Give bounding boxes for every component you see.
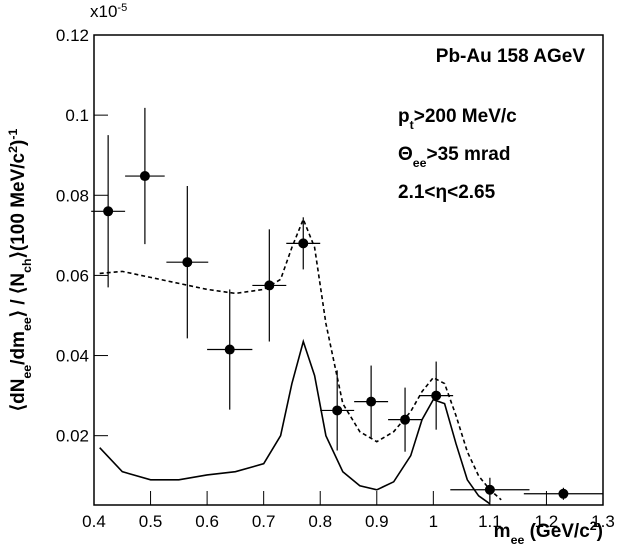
y-axis-label-part: ⟩ / ⟨N [8,273,29,317]
data-point [558,488,569,499]
data-point [182,257,193,268]
model-curve [99,338,491,505]
y-axis-label-part: ee [20,317,34,331]
data-point [431,390,442,401]
y-tick-label: 0.06 [56,266,89,285]
annotation-part: >35 mrad [427,144,511,165]
y-tick-label: 0.08 [56,186,89,205]
data-point [224,344,235,355]
data-point [400,414,411,425]
y-scale-label-part: -5 [117,2,127,14]
x-tick-label: 0.6 [195,512,219,531]
x-axis-label-part: ee [511,533,525,544]
y-axis-label-part: -1 [6,129,20,140]
y-axis-label-part: 2 [6,146,20,153]
annotation-part: Pb-Au 158 AGeV [436,46,586,67]
x-tick-label: 1.1 [478,512,502,531]
x-axis-label-part: ) [597,521,603,542]
y-tick-label: 0.04 [56,347,89,366]
data-point [103,206,114,217]
data-point [264,280,275,291]
x-axis-label-part: (GeV/c [524,521,590,542]
y-axis-label-part: ee [20,365,34,379]
model-curve [99,217,502,501]
x-axis-label-part: m [494,521,511,542]
x-tick-label: 0.7 [252,512,276,531]
y-axis-label-part: ⟨dN [8,379,29,412]
y-scale-label: x10-5 [90,2,127,21]
data-point [298,238,309,249]
x-tick-label: 0.4 [82,512,106,531]
y-axis-label-part: ⟩(100 MeV/c [8,152,29,258]
x-tick-label: 0.8 [308,512,332,531]
annotation: Pb-Au 158 AGeV [436,46,586,67]
y-axis-label: ⟨dNee/dmee⟩ / ⟨Nch⟩(100 MeV/c2)-1 [6,129,34,412]
y-tick-label: 0.12 [56,26,89,45]
y-axis-label-part: /dm [8,331,29,365]
plot-frame [93,34,604,506]
annotation-part: 2.1<η<2.65 [398,182,496,203]
x-tick-label: 0.5 [139,512,163,531]
data-point [484,484,495,495]
y-axis-label-part: ) [8,140,29,146]
y-axis-label-part: ch [20,259,34,273]
annotation-part: p [398,106,410,127]
annotation-part: Θ [398,144,413,165]
annotation: Θee>35 mrad [398,144,511,170]
y-tick-label: 0.1 [65,106,89,125]
data-point [139,171,150,182]
y-scale-label-part: x10 [90,2,117,21]
x-tick-label: 1 [429,512,438,531]
annotation-part: ee [413,156,427,170]
x-tick-label: 1.3 [591,512,615,531]
annotation-part: t [410,118,414,132]
x-axis-label: mee (GeV/c2) [494,519,603,544]
y-tick-label: 0.02 [56,427,89,446]
annotation: pt>200 MeV/c [398,106,517,132]
x-axis-label-part: 2 [590,519,597,533]
x-tick-label: 0.9 [365,512,389,531]
data-point [332,405,343,416]
annotation-part: >200 MeV/c [414,106,517,127]
data-point [366,396,377,407]
x-tick-label: 1.2 [535,512,559,531]
annotation: 2.1<η<2.65 [398,182,496,203]
